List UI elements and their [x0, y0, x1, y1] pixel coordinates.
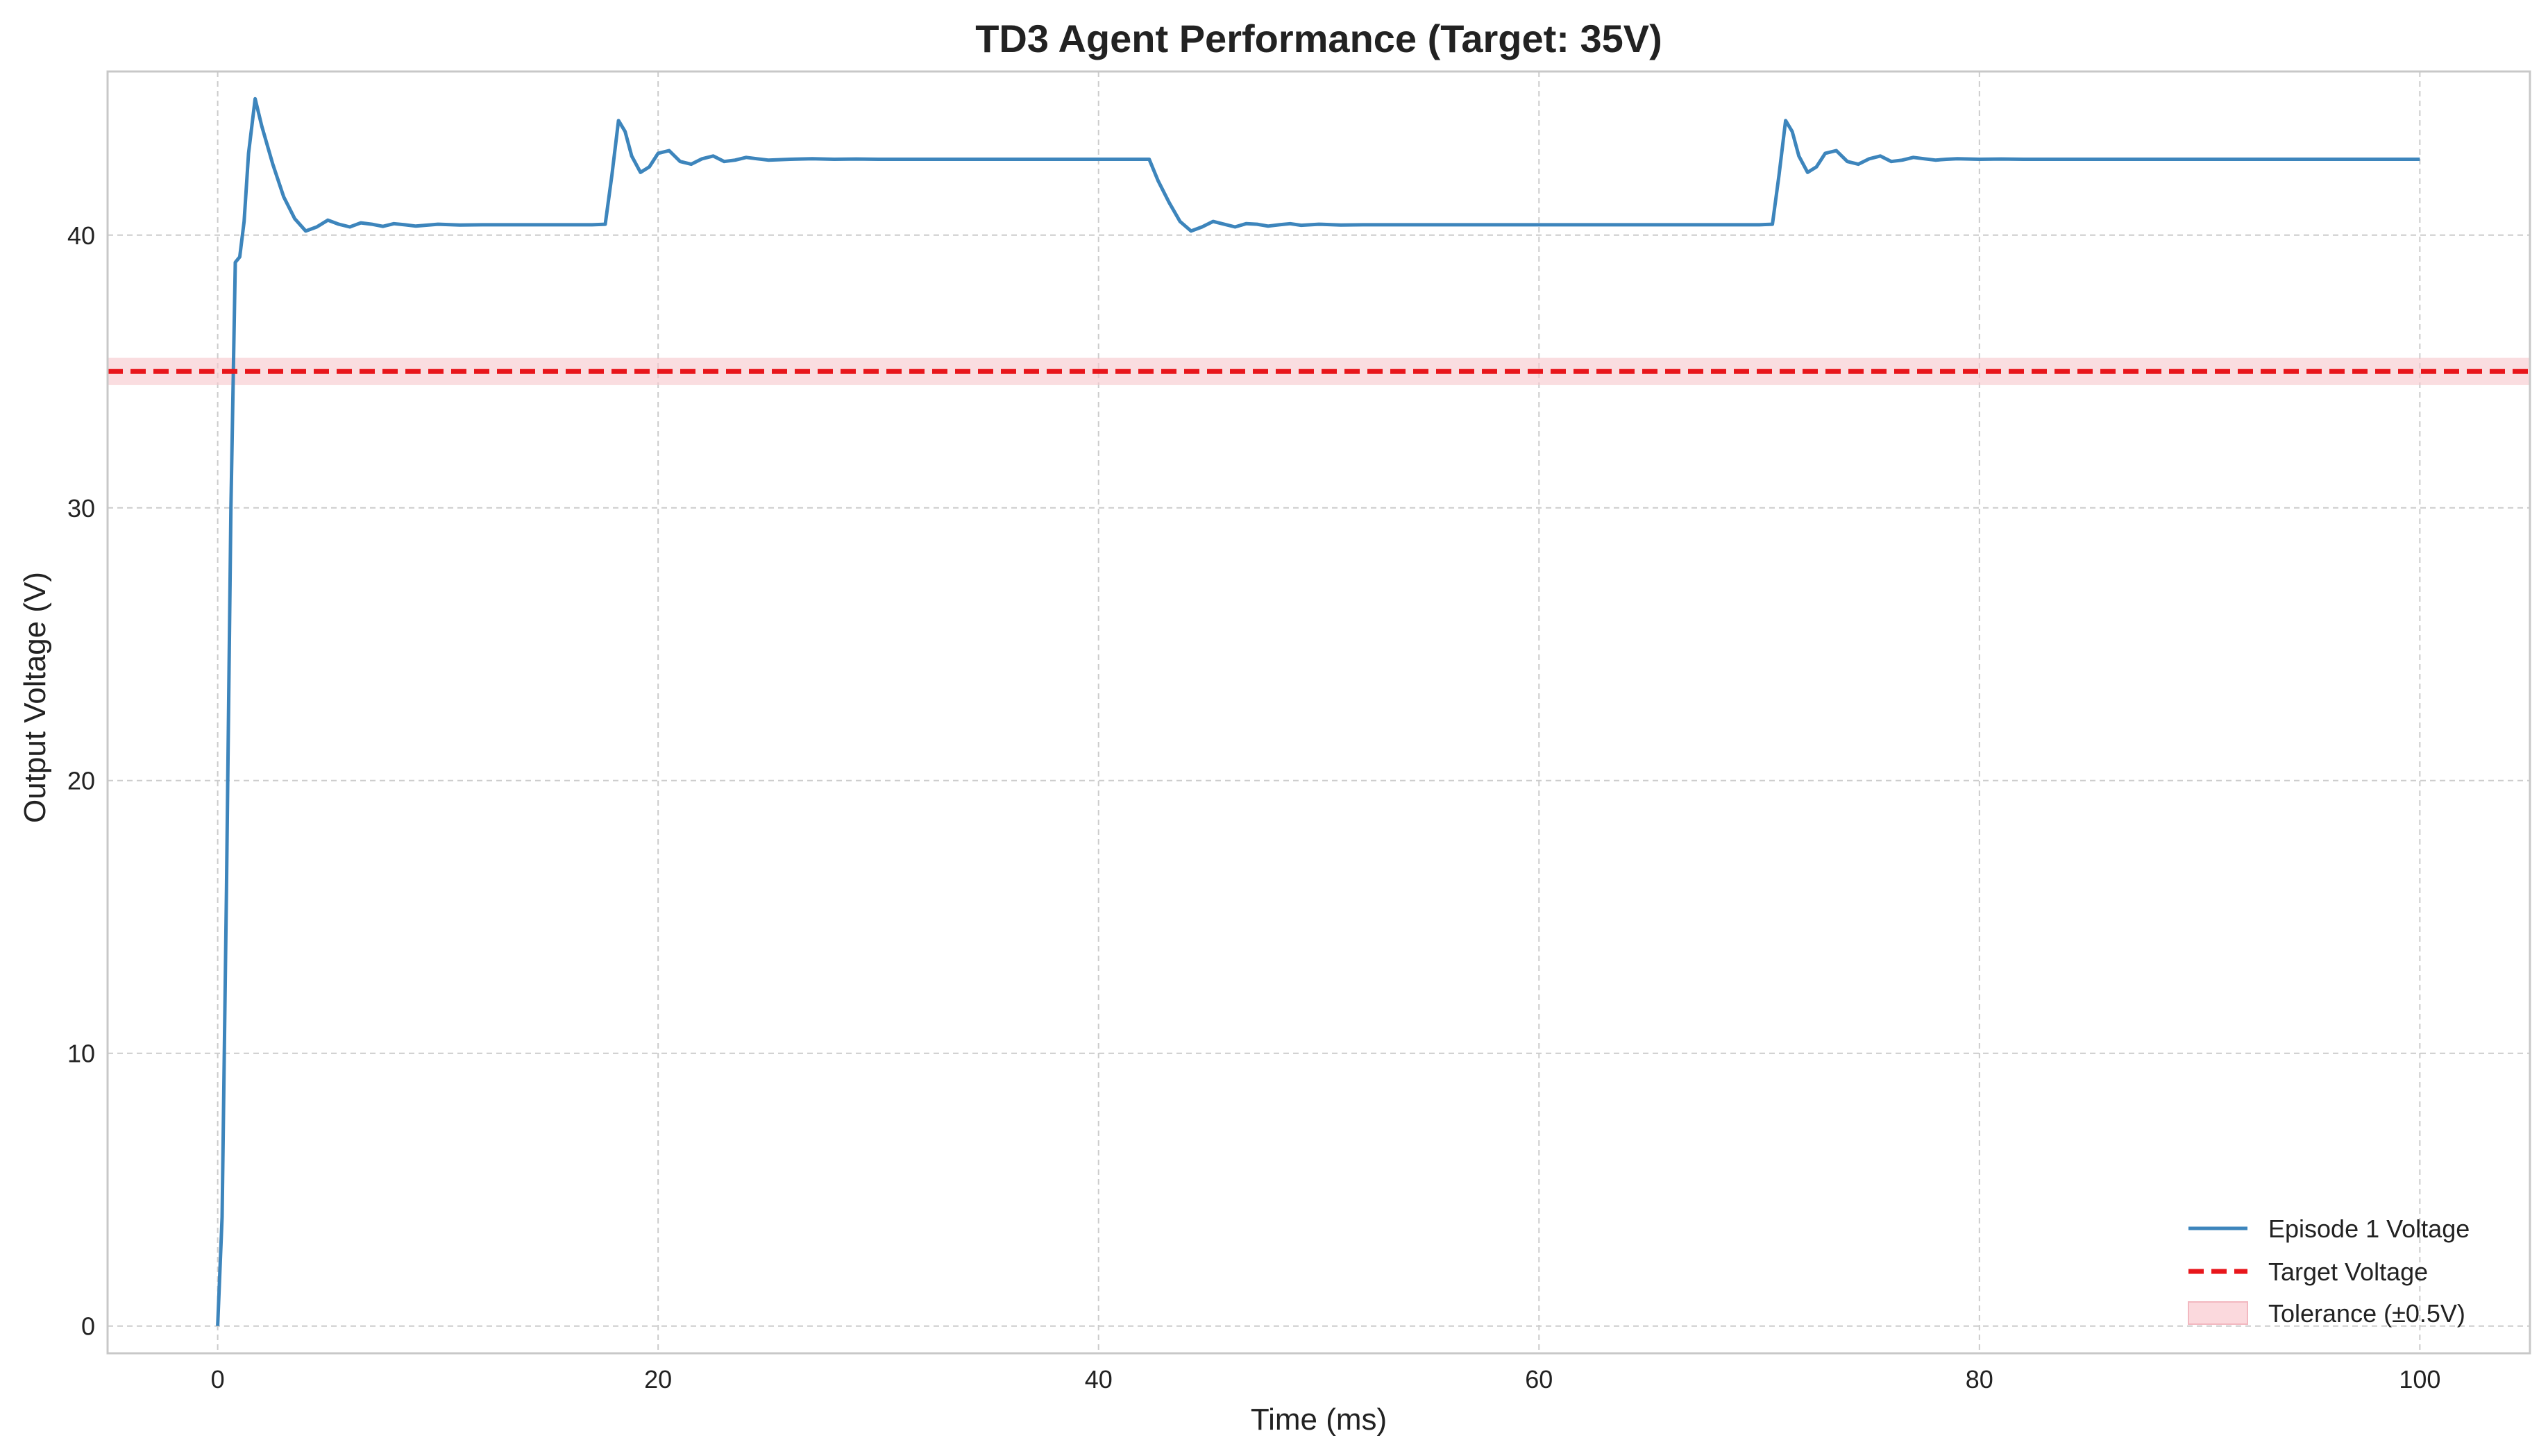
plot-frame: [106, 70, 2531, 1355]
legend-label-target: Target Voltage: [2268, 1258, 2428, 1286]
grid: [108, 71, 2530, 1353]
x-tick-label: 40: [1085, 1365, 1113, 1394]
y-tick-label: 10: [67, 1040, 95, 1068]
tolerance-band-area: [108, 357, 2530, 385]
legend: Episode 1 Voltage Target Voltage Toleran…: [2188, 1214, 2470, 1328]
x-tick-label: 100: [2399, 1365, 2440, 1394]
tick-labels: 0 20 40 60 80 100 0 10 20 30 40: [67, 221, 2440, 1394]
x-tick-label: 60: [1525, 1365, 1553, 1394]
legend-label-tolerance: Tolerance (±0.5V): [2268, 1299, 2465, 1328]
y-tick-label: 20: [67, 767, 95, 795]
tolerance-band: [108, 357, 2530, 385]
series-layer: [108, 96, 2530, 1326]
y-tick-label: 30: [67, 494, 95, 523]
x-tick-label: 80: [1966, 1365, 1993, 1394]
y-axis-label: Output Voltage (V): [18, 572, 52, 823]
legend-label-series: Episode 1 Voltage: [2268, 1214, 2470, 1243]
legend-swatch-tolerance: [2188, 1301, 2248, 1325]
y-tick-label: 0: [81, 1312, 95, 1341]
series-line-episode-1: [216, 96, 2420, 1326]
x-tick-label: 20: [644, 1365, 672, 1394]
x-tick-label: 0: [211, 1365, 225, 1394]
x-axis-label: Time (ms): [1251, 1403, 1387, 1437]
chart-title: TD3 Agent Performance (Target: 35V): [975, 17, 1662, 60]
y-tick-label: 40: [67, 221, 95, 250]
